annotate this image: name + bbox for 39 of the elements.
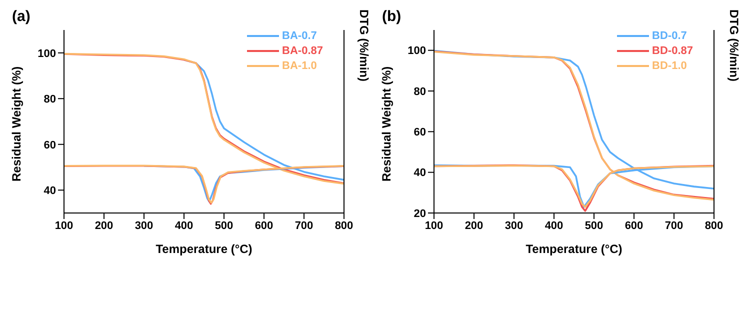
x-axis-title: Temperature (°C) bbox=[156, 242, 252, 256]
y-tick-label: 20 bbox=[414, 208, 426, 220]
y-tick-label: 100 bbox=[38, 48, 56, 60]
legend-label: BD-0.7 bbox=[652, 30, 687, 42]
x-tick-label: 500 bbox=[584, 220, 604, 232]
x-tick-label: 600 bbox=[254, 220, 274, 232]
x-axis-title: Temperature (°C) bbox=[526, 242, 622, 256]
x-tick-label: 100 bbox=[424, 220, 444, 232]
y-tick-label: 100 bbox=[408, 45, 426, 58]
x-tick-label: 700 bbox=[294, 220, 314, 232]
y-tick-label: 60 bbox=[44, 139, 56, 152]
x-tick-label: 400 bbox=[544, 220, 564, 232]
x-tick-label: 500 bbox=[214, 220, 234, 232]
x-tick-label: 600 bbox=[624, 220, 644, 232]
y-tick-label: 80 bbox=[414, 86, 426, 98]
y-tick-label: 40 bbox=[44, 185, 56, 198]
legend-label: BA-1.0 bbox=[282, 60, 317, 72]
legend-label: BD-1.0 bbox=[652, 60, 687, 72]
y2-axis-title: DTG (%/min) bbox=[356, 10, 371, 82]
chart-title: (a) bbox=[12, 8, 30, 25]
x-tick-label: 100 bbox=[54, 220, 74, 232]
x-tick-label: 300 bbox=[134, 220, 154, 232]
y2-axis-title: DTG (%/min) bbox=[726, 10, 741, 82]
legend-label: BA-0.87 bbox=[282, 45, 323, 57]
y-axis-title: Residual Weight (%) bbox=[9, 66, 24, 182]
legend-label: BD-0.87 bbox=[652, 45, 693, 57]
x-tick-label: 300 bbox=[504, 220, 524, 232]
x-tick-label: 400 bbox=[174, 220, 194, 232]
x-tick-label: 800 bbox=[334, 220, 354, 232]
legend-label: BA-0.7 bbox=[282, 30, 317, 42]
y-tick-label: 80 bbox=[44, 94, 56, 106]
y-tick-label: 40 bbox=[414, 167, 426, 180]
x-tick-label: 200 bbox=[464, 220, 484, 232]
y-tick-label: 60 bbox=[414, 126, 426, 139]
chart-title: (b) bbox=[382, 8, 402, 25]
x-tick-label: 700 bbox=[664, 220, 684, 232]
x-tick-label: 200 bbox=[94, 220, 114, 232]
x-tick-label: 800 bbox=[704, 220, 724, 232]
y-axis-title: Residual Weight (%) bbox=[379, 66, 394, 182]
